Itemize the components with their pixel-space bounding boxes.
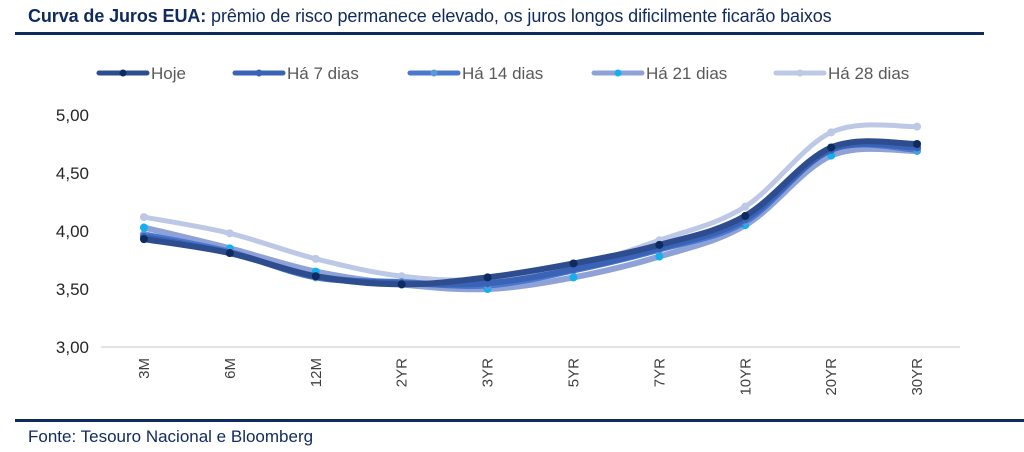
data-point [827,128,836,137]
legend-item: Hoje [96,64,186,83]
data-point [139,235,148,244]
x-tick-label: 10YR [737,358,754,396]
x-tick-label: 30YR [909,358,926,396]
data-point [569,265,578,274]
legend-item: Há 7 dias [232,64,359,83]
data-point [139,213,148,222]
source-note: Fonte: Tesouro Nacional e Bloomberg [28,427,314,446]
legend-label: Há 28 dias [828,64,909,83]
data-point [913,122,922,131]
series-group [139,122,922,293]
legend-marker [614,69,622,77]
y-tick-label: 5,00 [56,106,89,125]
series-line [140,145,921,293]
legend-label: Há 14 dias [462,64,543,83]
chart-title: Curva de Juros EUA: prêmio de risco perm… [28,6,832,27]
legend-label: Há 7 dias [287,64,359,83]
legend-item: Há 14 dias [407,64,543,83]
x-tick-label: 3YR [480,358,497,387]
x-tick-label: 20YR [823,358,840,396]
x-tick-label: 7YR [651,358,668,387]
legend-marker [430,69,438,77]
data-point [139,223,148,232]
chart-title-bold: Curva de Juros EUA: [28,6,207,26]
footer-rule [15,419,1024,422]
data-point [741,202,750,211]
data-point [569,273,578,282]
data-point [655,240,664,249]
x-tick-label: 12M [308,358,325,387]
title-underline [15,32,984,35]
x-tick-label: 3M [136,358,153,379]
legend: Hoje Há 7 dias Há 14 dias Há 21 dias Há 28 d… [96,64,909,83]
chart-title-rest: prêmio de risco permanece elevado, os ju… [206,6,832,26]
y-tick-label: 4,50 [56,164,89,183]
legend-item: Há 28 dias [773,64,909,83]
x-tick-label: 2YR [394,358,411,387]
x-tick-label: 6M [222,358,239,379]
y-axis: 3,00 3,50 4,00 4,50 5,00 [56,106,89,357]
data-point [311,254,320,263]
y-tick-label: 3,50 [56,280,89,299]
legend-marker [119,69,127,77]
series-line [140,138,921,288]
y-tick-label: 3,00 [56,338,89,357]
data-point [397,280,406,289]
data-point [397,272,406,281]
data-point [225,229,234,238]
x-tick-label: 5YR [565,358,582,387]
legend-marker [796,69,804,77]
data-point [483,279,492,288]
data-point [913,140,922,148]
legend-label: Hoje [151,64,186,83]
data-point [655,252,664,261]
legend-item: Há 21 dias [591,64,727,83]
data-point [483,273,492,282]
data-point [741,211,750,220]
data-point [827,143,836,152]
data-point [311,272,320,281]
data-point [225,249,234,258]
y-tick-label: 4,00 [56,222,89,241]
x-axis: 3M 6M 12M 2YR 3YR 5YR 7YR 10YR 20YR 30YR [136,358,926,396]
legend-marker [255,69,263,77]
series-hoje [139,138,922,289]
legend-label: Há 21 dias [646,64,727,83]
data-point [569,259,578,268]
